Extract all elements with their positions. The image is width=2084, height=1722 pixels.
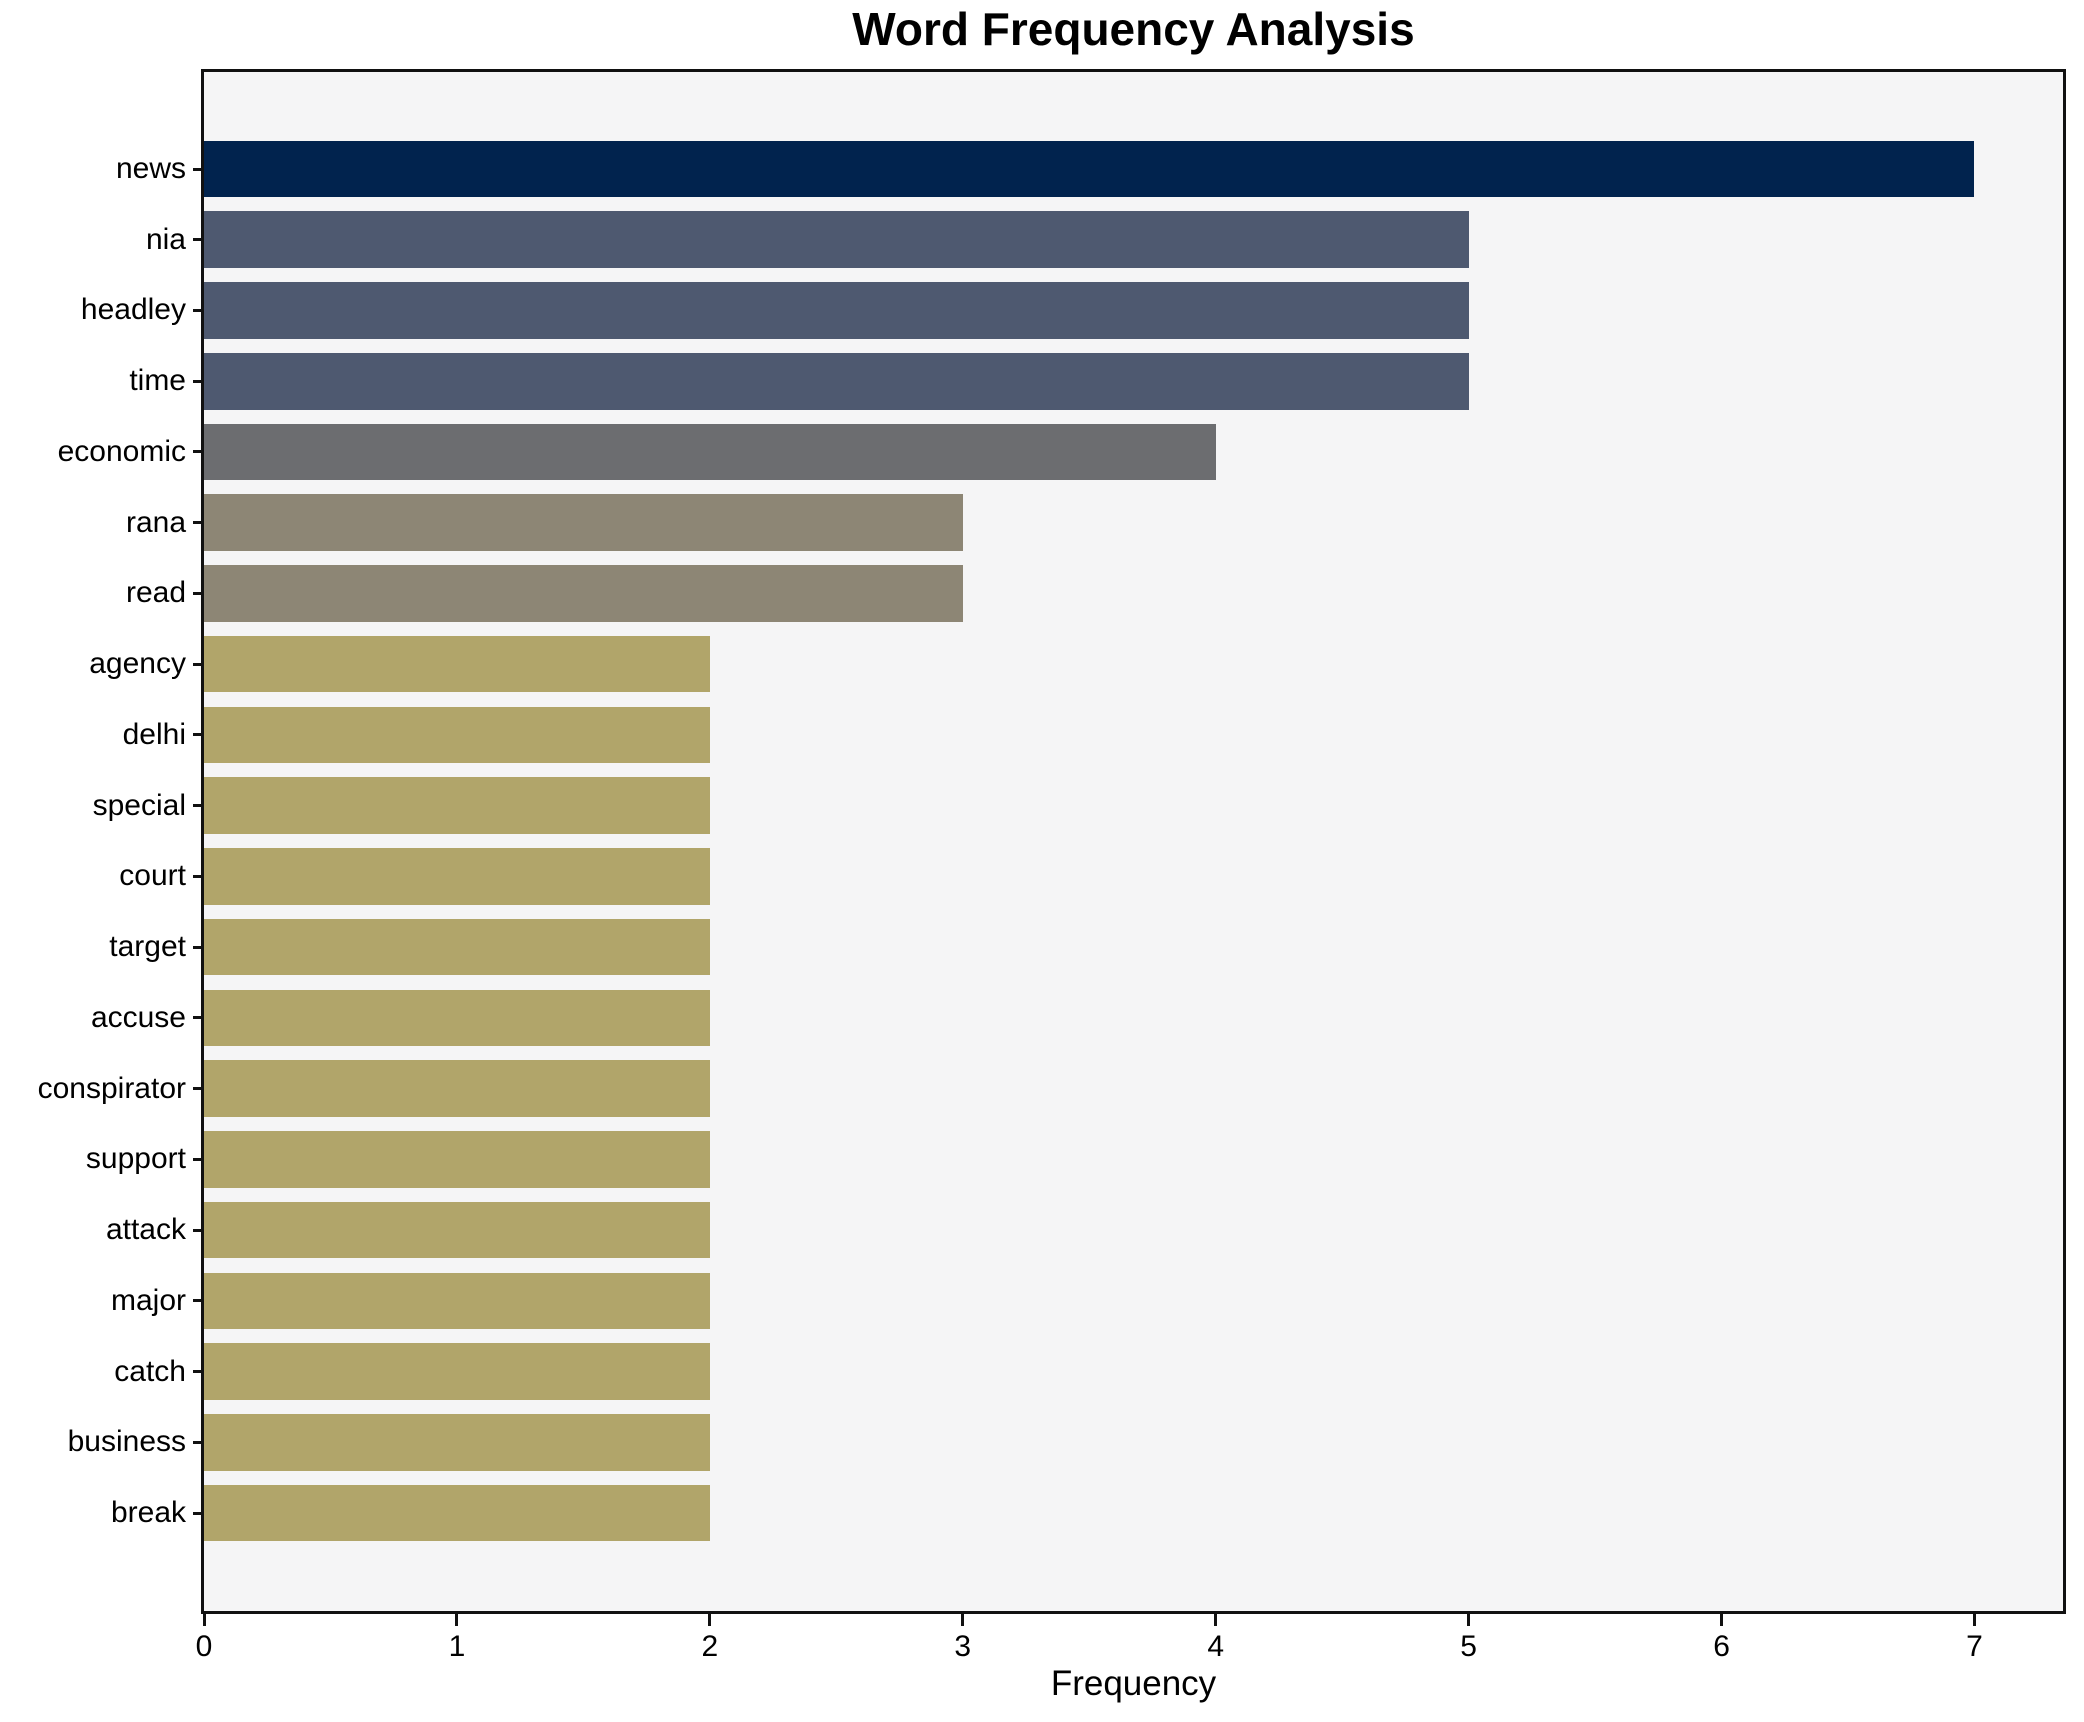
x-tick-label: 5 [1460,1630,1477,1663]
bar-agency [204,635,710,693]
y-tick-mark [193,1370,204,1374]
y-tick-label-special: special [92,788,186,822]
bar-time [204,352,1469,410]
bar-rana [204,494,963,551]
y-tick-label-support: support [85,1142,186,1176]
y-tick-mark [193,167,204,171]
y-tick-mark [193,804,204,808]
y-tick-label-attack: attack [105,1213,186,1247]
bar-break [204,1484,710,1542]
y-tick-label-major: major [110,1283,186,1317]
y-tick-mark [193,874,204,878]
y-tick-label-break: break [110,1496,186,1530]
y-tick-label-catch: catch [114,1354,186,1388]
y-tick-label-business: business [67,1425,186,1459]
x-tick-mark [1467,1614,1471,1626]
y-tick-mark [193,1087,204,1091]
bar-business [204,1414,710,1471]
x-tick-mark [202,1614,206,1626]
y-tick-mark [193,591,204,595]
y-tick-label-delhi: delhi [122,717,186,751]
bar-conspirator [204,1060,710,1117]
x-tick-mark [708,1614,712,1626]
bar-nia [204,211,1469,269]
x-tick-label: 0 [195,1630,213,1663]
y-tick-label-time: time [129,364,186,398]
x-tick-label: 2 [701,1630,719,1663]
y-tick-label-agency: agency [89,647,186,681]
y-tick-mark [193,521,204,525]
bar-read [204,565,963,622]
bar-delhi [204,706,710,764]
x-tick-label: 6 [1713,1630,1730,1663]
bar-court [204,848,710,905]
y-tick-mark [193,379,204,383]
chart-title: Word Frequency Analysis [852,3,1415,55]
y-tick-label-economic: economic [57,434,186,468]
bar-economic [204,423,1216,481]
x-tick-label: 7 [1966,1630,1983,1663]
y-tick-mark [193,1016,204,1020]
x-tick-label: 4 [1207,1630,1225,1663]
x-tick-mark [961,1614,965,1626]
x-tick-mark [455,1614,459,1626]
bar-target [204,918,710,976]
y-tick-mark [193,450,204,454]
y-tick-mark [193,1299,204,1303]
y-tick-mark [193,945,204,949]
y-tick-mark [193,1511,204,1515]
y-tick-label-rana: rana [125,505,186,539]
bar-special [204,777,710,834]
y-tick-label-court: court [119,859,186,893]
bar-accuse [204,989,710,1047]
y-tick-mark [193,1157,204,1161]
bar-attack [204,1201,710,1259]
bar-news [204,140,1975,198]
x-tick-mark [1214,1614,1218,1626]
y-tick-mark [193,238,204,242]
y-tick-mark [193,308,204,312]
y-tick-label-read: read [125,576,186,610]
y-tick-mark [193,1228,204,1232]
x-tick-mark [1720,1614,1724,1626]
bar-support [204,1131,710,1188]
y-tick-label-target: target [109,930,186,964]
bar-major [204,1272,710,1330]
y-tick-label-accuse: accuse [90,1000,186,1034]
y-tick-label-headley: headley [80,293,186,327]
x-axis-label: Frequency [1050,1664,1217,1703]
bar-catch [204,1343,710,1400]
x-tick-label: 3 [954,1630,972,1663]
y-tick-label-conspirator: conspirator [37,1071,186,1105]
y-tick-mark [193,733,204,737]
y-tick-label-news: news [115,152,186,185]
x-tick-label: 1 [448,1630,466,1663]
y-tick-mark [193,662,204,666]
y-tick-mark [193,1440,204,1444]
bar-headley [204,282,1469,339]
x-tick-mark [1972,1614,1976,1626]
y-tick-label-nia: nia [145,222,186,256]
plot-area [201,69,2066,1614]
